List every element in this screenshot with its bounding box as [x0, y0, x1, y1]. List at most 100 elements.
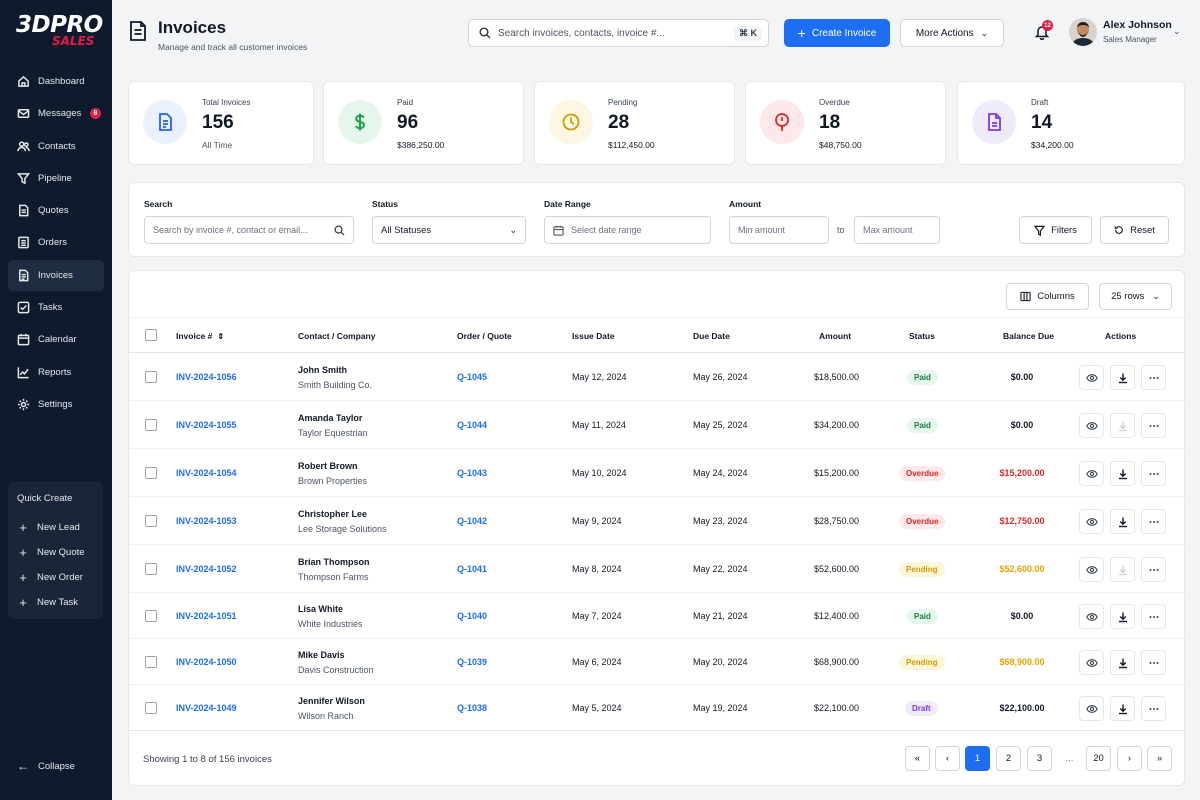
invoice-link[interactable]: INV-2024-1049 [176, 703, 237, 713]
more-options-button[interactable] [1141, 365, 1166, 390]
min-amount-input[interactable] [738, 225, 820, 235]
contact-name[interactable]: Jennifer Wilson [298, 696, 365, 706]
page-button[interactable]: 2 [996, 746, 1021, 771]
stat-card-overdue[interactable]: Overdue 18 $48,750.00 [745, 81, 946, 165]
sidebar-item-tasks[interactable]: Tasks [8, 292, 104, 323]
table-row[interactable]: INV-2024-1051 Lisa White White Industries Q… [129, 593, 1186, 639]
invoice-link[interactable]: INV-2024-1053 [176, 516, 237, 526]
sidebar-item-quotes[interactable]: Quotes [8, 195, 104, 226]
quick-create-new-task[interactable]: + New Task [17, 590, 94, 615]
date-range-picker[interactable] [544, 216, 711, 244]
row-checkbox[interactable] [145, 610, 157, 622]
more-options-button[interactable] [1141, 413, 1166, 438]
download-button[interactable] [1110, 696, 1135, 721]
filters-button[interactable]: Filters [1019, 216, 1092, 244]
more-options-button[interactable] [1141, 557, 1166, 582]
global-search-input[interactable] [498, 27, 723, 39]
quote-link[interactable]: Q-1038 [457, 703, 488, 713]
invoice-link[interactable]: INV-2024-1056 [176, 372, 237, 382]
view-button[interactable] [1079, 509, 1104, 534]
table-row[interactable]: INV-2024-1052 Brian Thompson Thompson Farm… [129, 545, 1186, 593]
row-checkbox[interactable] [145, 371, 157, 383]
contact-name[interactable]: Mike Davis [298, 650, 345, 660]
sidebar-item-dashboard[interactable]: Dashboard [8, 66, 104, 97]
rows-per-page-select[interactable]: 25 rows ⌄ [1099, 283, 1172, 310]
table-row[interactable]: INV-2024-1053 Christopher Lee Lee Storage … [129, 497, 1186, 545]
view-button[interactable] [1079, 557, 1104, 582]
avatar[interactable] [1069, 18, 1097, 46]
row-checkbox[interactable] [145, 467, 157, 479]
more-options-button[interactable] [1141, 461, 1166, 486]
row-checkbox[interactable] [145, 702, 157, 714]
prev-page-button[interactable]: ‹ [935, 746, 960, 771]
chevron-down-icon[interactable]: ⌄ [1173, 26, 1181, 36]
table-row[interactable]: INV-2024-1056 John Smith Smith Building Co… [129, 353, 1186, 401]
sidebar-item-contacts[interactable]: Contacts [8, 131, 104, 162]
invoice-link[interactable]: INV-2024-1051 [176, 611, 237, 621]
invoice-link[interactable]: INV-2024-1054 [176, 468, 237, 478]
download-button[interactable] [1110, 461, 1135, 486]
columns-button[interactable]: Columns [1006, 283, 1089, 310]
contact-name[interactable]: Robert Brown [298, 461, 358, 471]
download-button[interactable] [1110, 509, 1135, 534]
reset-button[interactable]: Reset [1100, 216, 1169, 244]
brand-logo[interactable]: 3DPRO SALES [16, 14, 103, 49]
header-invoice[interactable]: Invoice # ⇕ [176, 331, 225, 341]
table-row[interactable]: INV-2024-1049 Jennifer Wilson Wilson Ranch… [129, 685, 1186, 731]
table-row[interactable]: INV-2024-1050 Mike Davis Davis Constructio… [129, 639, 1186, 685]
contact-name[interactable]: Lisa White [298, 604, 344, 614]
collapse-button[interactable]: ← Collapse [17, 759, 75, 773]
more-options-button[interactable] [1141, 696, 1166, 721]
sidebar-item-messages[interactable]: Messages 8 [8, 98, 104, 129]
contact-name[interactable]: Amanda Taylor [298, 413, 363, 423]
quote-link[interactable]: Q-1040 [457, 611, 488, 621]
quote-link[interactable]: Q-1041 [457, 564, 488, 574]
max-amount-input[interactable] [863, 225, 931, 235]
row-checkbox[interactable] [145, 563, 157, 575]
view-button[interactable] [1079, 696, 1104, 721]
row-checkbox[interactable] [145, 515, 157, 527]
more-actions-button[interactable]: More Actions ⌄ [900, 19, 1004, 47]
table-row[interactable]: INV-2024-1055 Amanda Taylor Taylor Equestr… [129, 401, 1186, 449]
view-button[interactable] [1079, 461, 1104, 486]
quote-link[interactable]: Q-1045 [457, 372, 488, 382]
row-checkbox[interactable] [145, 656, 157, 668]
page-button[interactable]: 20 [1086, 746, 1111, 771]
view-button[interactable] [1079, 413, 1104, 438]
contact-name[interactable]: Brian Thompson [298, 557, 370, 567]
quote-link[interactable]: Q-1039 [457, 657, 488, 667]
sidebar-item-settings[interactable]: Settings [8, 389, 104, 420]
download-button[interactable] [1110, 557, 1135, 582]
contact-name[interactable]: John Smith [298, 365, 347, 375]
sidebar-item-pipeline[interactable]: Pipeline [8, 163, 104, 194]
select-all-checkbox[interactable] [145, 329, 157, 341]
download-button[interactable] [1110, 365, 1135, 390]
next-page-button[interactable]: › [1117, 746, 1142, 771]
sidebar-item-reports[interactable]: Reports [8, 357, 104, 388]
search-filter-input[interactable] [153, 225, 331, 235]
contact-name[interactable]: Christopher Lee [298, 509, 368, 519]
sidebar-item-invoices[interactable]: Invoices [8, 259, 104, 291]
stat-card-pending[interactable]: Pending 28 $112,450.00 [534, 81, 735, 165]
view-button[interactable] [1079, 365, 1104, 390]
more-options-button[interactable] [1141, 650, 1166, 675]
stat-card-total-invoices[interactable]: Total Invoices 156 All Time [128, 81, 314, 165]
page-button[interactable]: 1 [965, 746, 990, 771]
quick-create-new-order[interactable]: + New Order [17, 565, 94, 590]
invoice-link[interactable]: INV-2024-1055 [176, 420, 237, 430]
global-search[interactable]: ⌘ K [468, 19, 769, 47]
download-button[interactable] [1110, 413, 1135, 438]
quick-create-new-quote[interactable]: + New Quote [17, 540, 94, 565]
create-invoice-button[interactable]: + Create Invoice [784, 19, 890, 47]
download-button[interactable] [1110, 650, 1135, 675]
quote-link[interactable]: Q-1043 [457, 468, 488, 478]
last-page-button[interactable]: » [1147, 746, 1172, 771]
more-options-button[interactable] [1141, 509, 1166, 534]
stat-card-draft[interactable]: Draft 14 $34,200.00 [957, 81, 1185, 165]
quote-link[interactable]: Q-1042 [457, 516, 488, 526]
invoice-link[interactable]: INV-2024-1050 [176, 657, 237, 667]
invoice-link[interactable]: INV-2024-1052 [176, 564, 237, 574]
download-button[interactable] [1110, 604, 1135, 629]
min-amount-field[interactable] [729, 216, 829, 244]
max-amount-field[interactable] [854, 216, 940, 244]
